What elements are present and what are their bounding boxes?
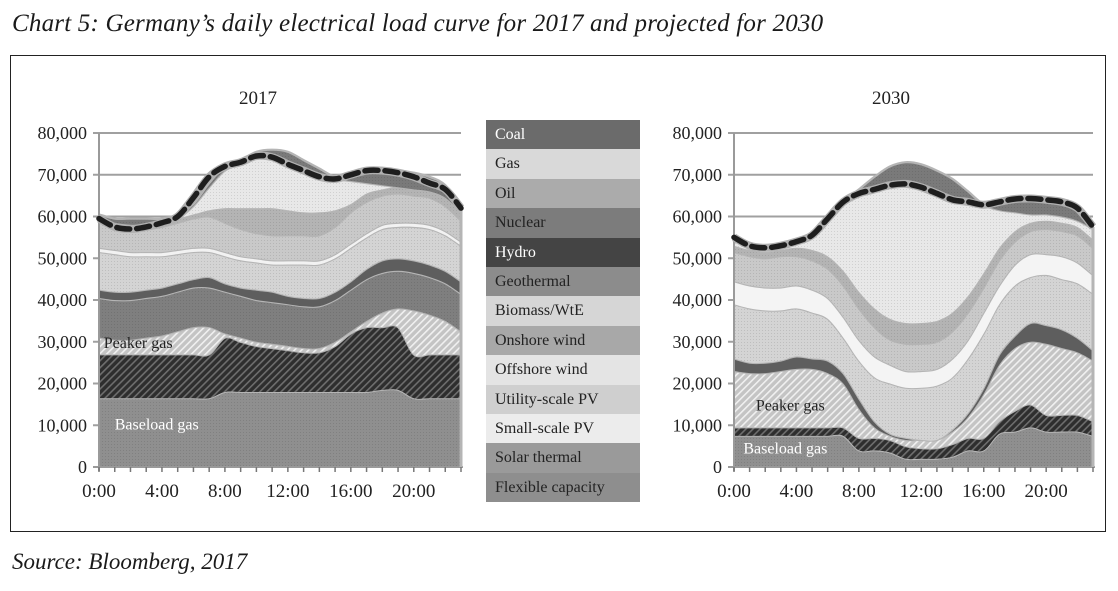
legend-item: Solar thermal [486, 443, 640, 473]
area-layer [734, 253, 1093, 389]
area-layer-texture [734, 182, 1093, 324]
legend-item: Coal [486, 120, 640, 150]
y-tick-label: 20,000 [38, 374, 88, 394]
area-layer-texture [734, 229, 1093, 372]
area-layer-texture [99, 270, 461, 349]
panel-2017: 2017 0 10,000 20,000 30,000 40,000 50,000 60,00… [38, 88, 465, 502]
area-layer-texture [734, 162, 1093, 248]
area-layer-hatch [99, 308, 461, 357]
source-note: Source: Bloomberg, 2017 [12, 549, 248, 574]
area-layer-texture [99, 187, 461, 236]
y-tick-label: 20,000 [673, 374, 723, 394]
x-tick-label: 12:00 [900, 481, 943, 502]
y-tick-label: 30,000 [38, 332, 88, 352]
y-tick-label: 60,000 [38, 207, 88, 227]
legend-item: Small-scale PV [486, 413, 640, 444]
y-tick-label: 80,000 [673, 123, 723, 143]
area-layer [734, 322, 1093, 441]
y-tick-label: 70,000 [673, 165, 723, 185]
y-tick-label: 50,000 [38, 248, 88, 268]
area-layer-texture [99, 226, 461, 299]
legend-item: Utility-scale PV [486, 384, 640, 414]
x-tick-label: 16:00 [329, 481, 372, 502]
chart-frame [10, 55, 1106, 532]
y-tick-label: 70,000 [38, 165, 88, 185]
load-curve [96, 152, 464, 232]
legend-item: Onshore wind [486, 325, 640, 356]
panel-2030: 2030 0 10,000 20,000 30,000 40,000 50,000 60,00… [673, 88, 1097, 502]
area-layer-hatch [734, 341, 1093, 449]
y-tick-label: 80,000 [38, 123, 88, 143]
area-annotation: Baseload gas [115, 416, 199, 433]
panel-title: 2017 [239, 88, 277, 109]
load-curve [731, 181, 1096, 251]
x-tick-label: 8:00 [208, 481, 242, 502]
y-tick-label: 10,000 [38, 415, 88, 435]
area-layer [99, 222, 461, 265]
x-tick-label: 20:00 [392, 481, 435, 502]
legend-item: Offshore wind [486, 355, 640, 385]
legend-item: Oil [486, 178, 640, 209]
y-tick-label: 10,000 [673, 415, 723, 435]
x-tick-label: 4:00 [145, 481, 179, 502]
legend-item: Hydro [486, 237, 640, 267]
x-tick-label: 12:00 [266, 481, 309, 502]
y-tick-label: 30,000 [673, 332, 723, 352]
area-layer-texture [99, 193, 461, 261]
y-tick-label: 40,000 [673, 290, 723, 310]
x-tick-label: 16:00 [962, 481, 1005, 502]
area-layer-texture [734, 220, 1093, 345]
x-tick-label: 20:00 [1025, 481, 1068, 502]
area-layer-texture [99, 389, 461, 467]
x-tick-label: 0:00 [82, 481, 116, 502]
area-layer [99, 258, 461, 307]
chart-title: Chart 5: Germany’s daily electrical load… [12, 10, 824, 37]
y-tick-label: 60,000 [673, 207, 723, 227]
y-tick-label: 0 [713, 457, 722, 477]
legend-item: Gas [486, 149, 640, 179]
legend-item: Flexible capacity [486, 472, 640, 503]
area-layer-texture [99, 155, 461, 226]
x-tick-label: 0:00 [717, 481, 751, 502]
area-layer-texture [734, 427, 1093, 467]
panel-title: 2030 [872, 88, 910, 109]
x-tick-label: 8:00 [842, 481, 876, 502]
x-tick-label: 4:00 [780, 481, 814, 502]
area-layer-hatch [99, 325, 461, 399]
y-tick-label: 50,000 [673, 248, 723, 268]
legend: Coal Gas Oil Nuclear Hydro Geothermal Biomass/… [486, 120, 640, 503]
area-annotation: Peaker gas [104, 335, 173, 352]
area-annotation: Peaker gas [756, 398, 825, 415]
legend-item: Geothermal [486, 266, 640, 297]
legend-item: Nuclear [486, 208, 640, 238]
area-annotation: Baseload gas [743, 441, 827, 458]
legend-item: Biomass/WtE [486, 296, 640, 326]
y-tick-label: 40,000 [38, 290, 88, 310]
y-tick-label: 0 [78, 457, 87, 477]
